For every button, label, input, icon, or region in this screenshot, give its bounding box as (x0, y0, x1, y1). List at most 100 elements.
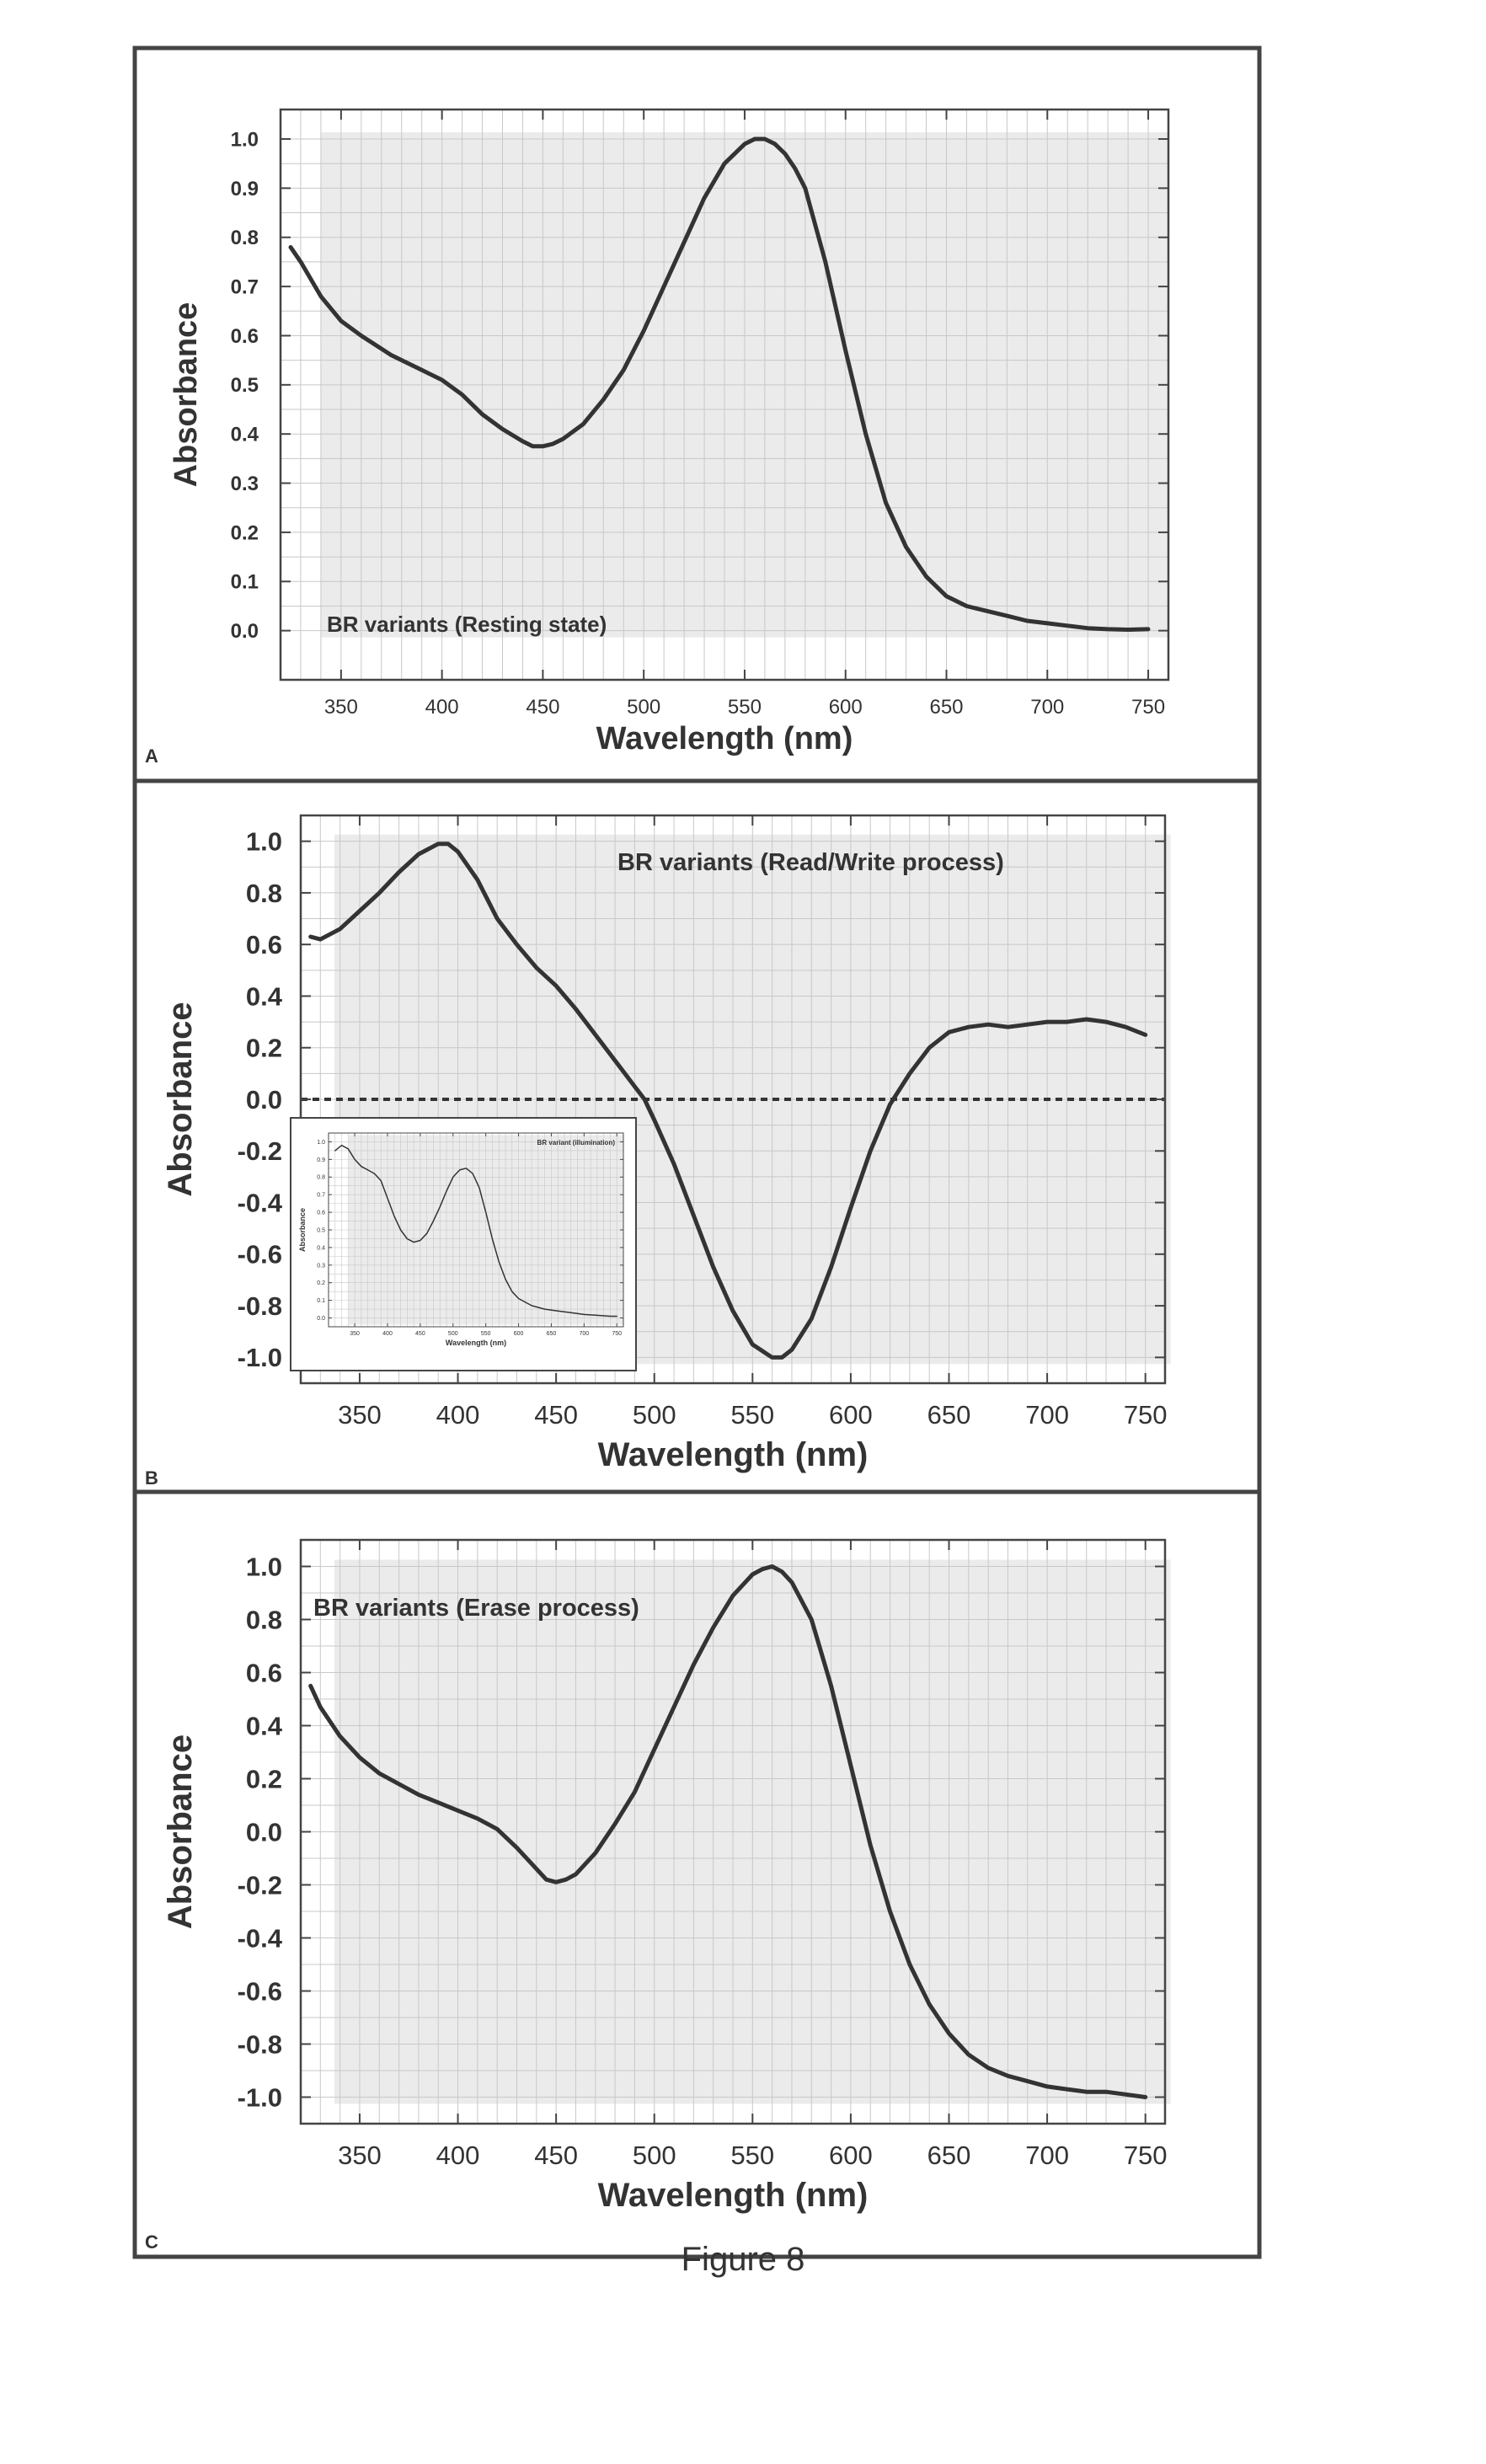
panel-c-ytick-label: -0.6 (238, 1976, 282, 2006)
panel-c-ytick-label: -0.2 (238, 1870, 282, 1900)
panel-b-ytick-label: -0.2 (238, 1136, 282, 1166)
panel-a-ytick-label: 0.3 (231, 473, 259, 495)
inset-xtick-label: 450 (415, 1331, 425, 1337)
panel-a-xtick-label: 550 (728, 696, 762, 719)
panel-c-xtick-label: 550 (730, 2141, 774, 2170)
inset-chart-group: 350 400 450 500 550 600 650 700 750 0.0 0.1 0.2 0.3 0… (291, 1118, 636, 1371)
panel-c-xtick-label: 400 (436, 2141, 480, 2170)
panel-a-ytick-label: 0.6 (231, 325, 259, 348)
panel-b-ytick-label: 0.2 (246, 1034, 282, 1063)
panel-b-xtick-label: 550 (730, 1400, 774, 1430)
panel-c: 350 400 450 500 550 600 650 700 750 -1.0 -0.8 -0.6 -… (135, 1492, 1259, 2257)
panel-a-ytick-label: 1.0 (231, 128, 259, 151)
panel-b-xtick-label: 400 (436, 1400, 480, 1430)
panel-c-xtick-label: 700 (1025, 2141, 1069, 2170)
panel-b-xtick-label: 650 (927, 1400, 971, 1430)
inset-ytick-label: 0.4 (317, 1245, 325, 1251)
panel-c-yaxis-title: Absorbance (162, 1734, 199, 1929)
inset-xtick-label: 400 (382, 1331, 393, 1337)
panel-a-xtick-label: 400 (425, 696, 459, 719)
panel-c-xtick-label: 450 (534, 2141, 578, 2170)
panel-a-xtick-label: 350 (324, 696, 358, 719)
inset-xtick-label: 350 (350, 1331, 360, 1337)
inset-ytick-label: 0.9 (317, 1157, 325, 1163)
panel-b-xtick-label: 600 (829, 1400, 873, 1430)
inset-xtick-label: 550 (481, 1331, 491, 1337)
panel-b-ytick-label: 0.6 (246, 930, 282, 959)
panel-c-ytick-label: 0.6 (246, 1658, 282, 1687)
inset-xtick-label: 500 (448, 1331, 458, 1337)
panel-c-xtick-label: 600 (829, 2141, 873, 2170)
inset-xtick-label: 700 (579, 1331, 589, 1337)
panel-c-xtick-label: 650 (927, 2141, 971, 2170)
panel-b-ytick-label: -1.0 (238, 1343, 282, 1372)
panel-a-ytick-label: 0.5 (231, 374, 259, 397)
panel-c-ytick-label: 0.8 (246, 1605, 282, 1634)
panel-b-letter: B (145, 1467, 158, 1489)
panel-c-ytick-label: 0.0 (246, 1817, 282, 1847)
panel-c-chart: 350 400 450 500 550 600 650 700 750 -1.0 -0.8 -0.6 -… (162, 1540, 1171, 2214)
panel-b-xtick-label: 450 (534, 1400, 578, 1430)
inset-ytick-label: 0.7 (317, 1193, 325, 1199)
panel-c-xtick-label: 750 (1124, 2141, 1168, 2170)
inset-ytick-label: 0.1 (317, 1298, 325, 1304)
panel-a-ytick-label: 0.7 (231, 276, 259, 299)
panel-b-yaxis-title: Absorbance (162, 1002, 199, 1196)
panel-b-annotation: BR variants (Read/Write process) (617, 849, 1004, 876)
inset-ytick-label: 0.3 (317, 1263, 325, 1269)
panel-a-ytick-label: 0.4 (231, 424, 259, 446)
panel-c-xaxis-title: Wavelength (nm) (598, 2177, 869, 2214)
figure-caption: Figure 8 (0, 2241, 1486, 2279)
inset-ytick-label: 0.8 (317, 1175, 325, 1181)
panel-c-xtick-label: 350 (338, 2141, 382, 2170)
inset-xaxis-title: Wavelength (nm) (446, 1339, 506, 1347)
panel-b-xtick-label: 700 (1025, 1400, 1069, 1430)
panel-b-ytick-label: 0.8 (246, 879, 282, 908)
panel-b-xaxis-title: Wavelength (nm) (598, 1436, 869, 1473)
panel-c-ytick-label: 1.0 (246, 1552, 282, 1581)
panel-a-xtick-label: 500 (627, 696, 660, 719)
panel-a-ytick-label: 0.0 (231, 620, 259, 643)
panel-a: 3504004505005506006507007500.00.10.20.30… (135, 48, 1259, 781)
panel-a-xtick-label: 450 (526, 696, 559, 719)
inset-yaxis-title: Absorbance (298, 1208, 307, 1252)
figure-8: 350 400 450 500 550 600 650 700 750 0.0 0.1 0.2 0.3 0… (0, 0, 1486, 2464)
panel-b-ytick-label: 1.0 (246, 826, 282, 856)
panel-a-ytick-label: 0.2 (231, 521, 259, 544)
panel-b-ytick-label: -0.4 (238, 1188, 283, 1217)
inset-chart: 350 400 450 500 550 600 650 700 750 0.0 0.1 0.2 0.3 0… (298, 1133, 623, 1347)
inset-annotation: BR variant (illumination) (537, 1139, 616, 1146)
panel-a-annotation: BR variants (Resting state) (327, 612, 607, 637)
panel-b-ytick-label: 0.4 (246, 981, 283, 1011)
panel-a-xtick-label: 600 (829, 696, 863, 719)
panel-b-xtick-label: 750 (1124, 1400, 1168, 1430)
inset-xtick-label: 600 (514, 1331, 524, 1337)
inset-ytick-label: 0.0 (317, 1316, 325, 1322)
panel-b-ytick-label: 0.0 (246, 1085, 282, 1114)
panel-c-xtick-label: 500 (633, 2141, 676, 2170)
panel-c-annotation: BR variants (Erase process) (313, 1595, 639, 1622)
panel-b-ytick-label: -0.6 (238, 1240, 282, 1269)
panel-c-ytick-label: 0.2 (246, 1764, 282, 1793)
panel-a-xaxis-title: Wavelength (nm) (596, 721, 853, 756)
panel-a-ytick-label: 0.8 (231, 227, 259, 249)
panel-b: 350 400 450 500 550 600 650 700 750 -1.0 -0.8 -0.6 -… (135, 781, 1259, 1492)
panel-c-ytick-label: -0.8 (238, 2029, 282, 2059)
panel-a-yaxis-title: Absorbance (168, 302, 204, 488)
panel-c-ytick-label: -1.0 (238, 2082, 282, 2112)
panel-a-letter: A (145, 746, 158, 767)
panel-c-ytick-label: 0.4 (246, 1711, 283, 1740)
panel-b-xtick-label: 500 (633, 1400, 676, 1430)
inset-ytick-label: 0.5 (317, 1227, 325, 1233)
inset-ytick-label: 0.6 (317, 1211, 325, 1216)
panel-b-ytick-label: -0.8 (238, 1291, 282, 1321)
inset-ytick-label: 0.2 (317, 1280, 325, 1286)
panel-b-xtick-label: 350 (338, 1400, 382, 1430)
panel-a-xtick-label: 750 (1131, 696, 1165, 719)
panel-a-xtick-label: 650 (929, 696, 963, 719)
panel-c-ytick-label: -0.4 (238, 1923, 283, 1953)
inset-xtick-label: 650 (547, 1331, 557, 1337)
panel-a-xtick-label: 700 (1030, 696, 1064, 719)
inset-xtick-label: 750 (612, 1331, 622, 1337)
panel-a-ytick-label: 0.9 (231, 178, 259, 200)
